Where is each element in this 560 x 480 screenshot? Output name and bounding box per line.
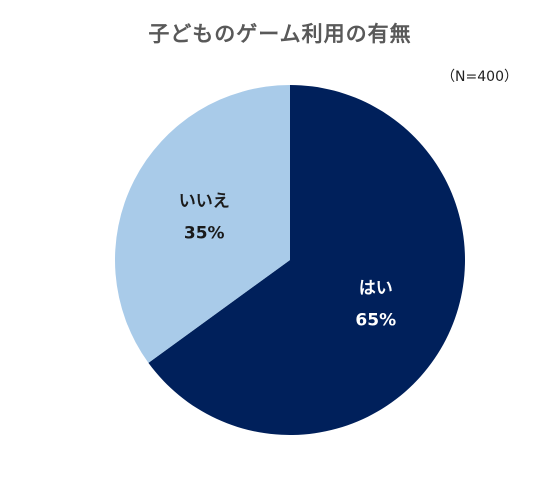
pie-slice-2 [115,85,291,363]
pie-slice-1 [148,85,466,436]
sample-size-note: （N=400） [441,69,518,85]
chart-title: 子どものゲーム利用の有無 [148,22,412,46]
slice-value-label: 35% [184,223,225,243]
slice-category-label: はい [359,279,393,299]
slice-value-label: 65% [355,311,396,331]
slice-category-label: いいえ [179,191,230,211]
